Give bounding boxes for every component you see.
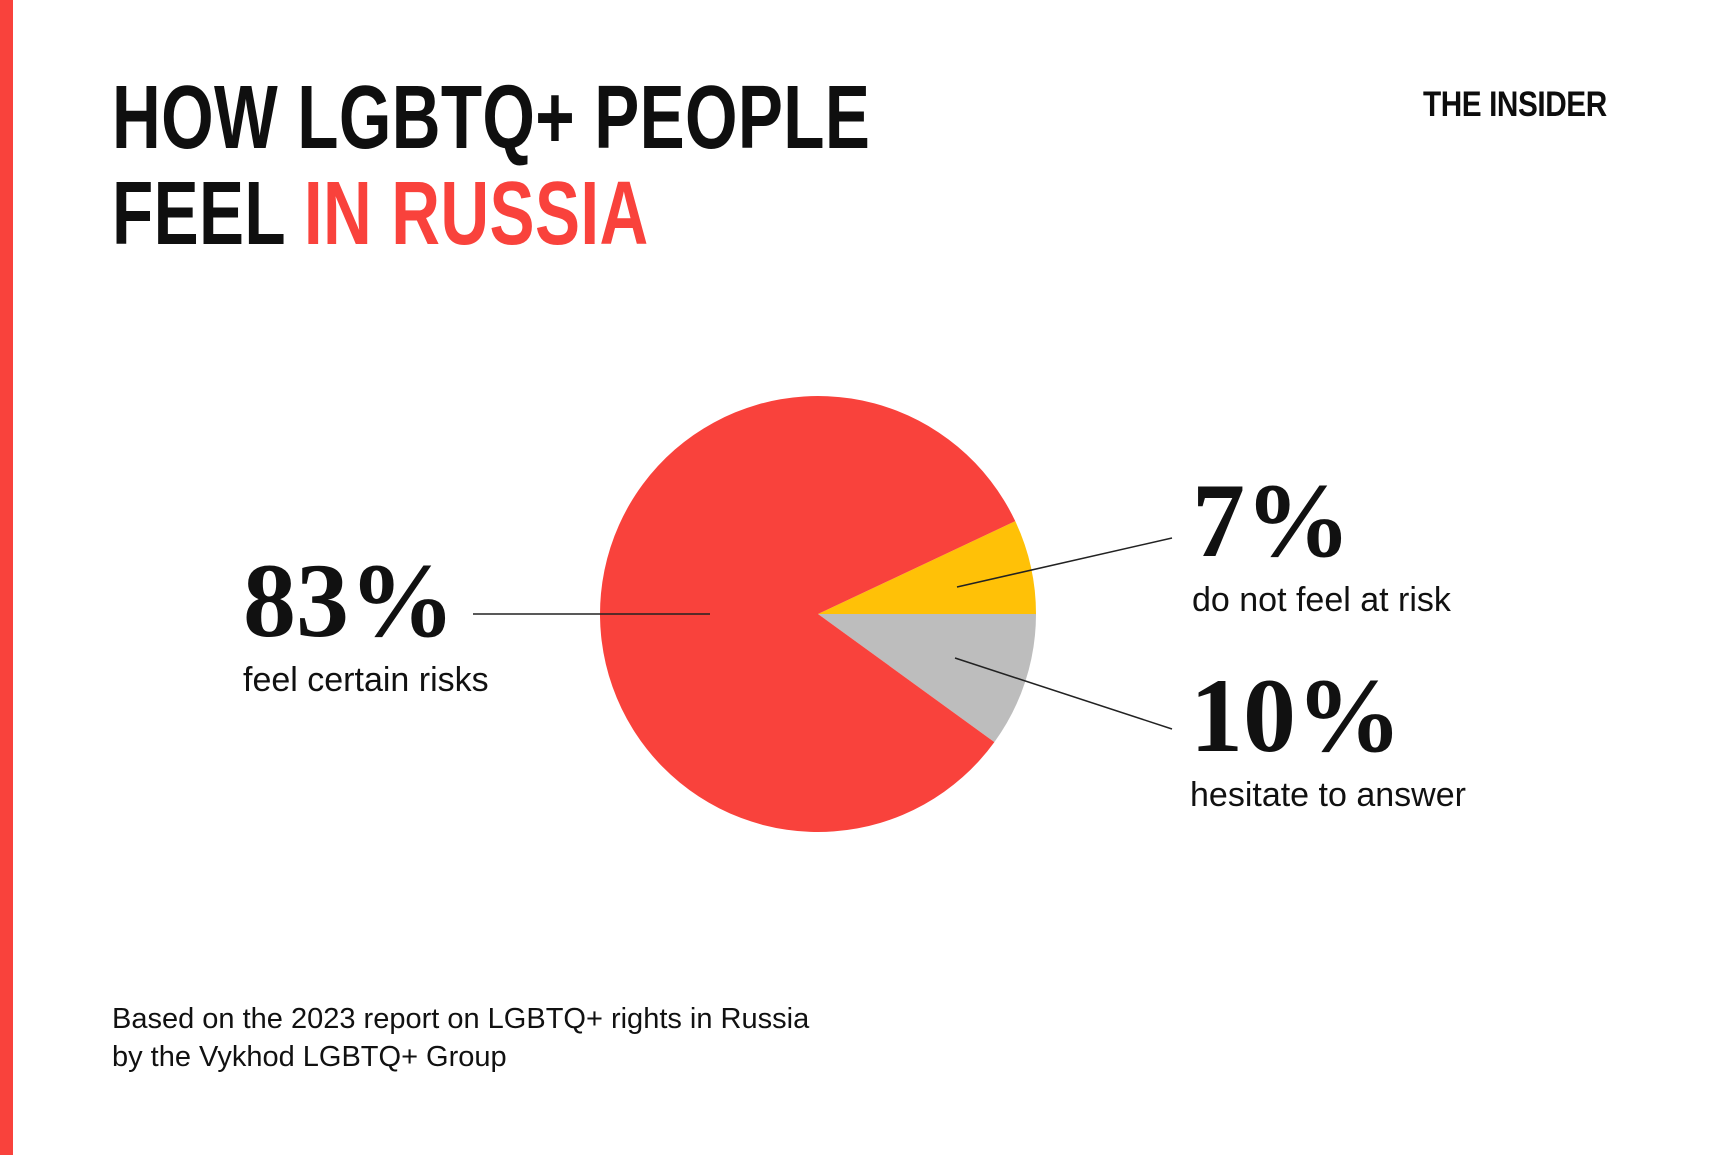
callout-do-not-feel-at-risk: 7% do not feel at risk	[1192, 468, 1451, 621]
left-accent-bar	[0, 0, 13, 1155]
page-title-line2: FEEL IN RUSSIA	[112, 166, 870, 262]
callout-hesitate-to-answer: 10% hesitate to answer	[1190, 663, 1466, 816]
leader-line-1	[956, 537, 1173, 588]
callout-value-7: 7%	[1192, 462, 1351, 579]
callout-label-7: do not feel at risk	[1192, 581, 1451, 619]
page-title: HOW LGBTQ+ PEOPLE FEEL IN RUSSIA	[112, 70, 1123, 262]
callout-label-10: hesitate to answer	[1190, 776, 1466, 814]
source-line2: by the Vykhod LGBTQ+ Group	[112, 1041, 507, 1073]
brand-logo: THE INSIDER	[1423, 85, 1607, 124]
leader-line-2	[954, 657, 1173, 730]
pie-slice-hesitate-to-answer	[818, 614, 1036, 743]
page-title-line2-black: FEEL	[112, 164, 285, 264]
page-title-line2-red: IN RUSSIA	[303, 164, 649, 264]
callout-value-10: 10%	[1190, 657, 1402, 774]
source-line1: Based on the 2023 report on LGBTQ+ right…	[112, 1003, 810, 1035]
source-note: Based on the 2023 report on LGBTQ+ right…	[112, 1000, 809, 1076]
callout-feel-certain-risks: 83% feel certain risks	[243, 548, 489, 701]
callout-value-83: 83%	[243, 542, 455, 659]
pie-slice-feel-certain-risks	[600, 396, 1016, 833]
page-title-line1: HOW LGBTQ+ PEOPLE	[112, 68, 871, 168]
pie-slice-do-not-feel-at-risk	[818, 521, 1036, 614]
callout-label-83: feel certain risks	[243, 661, 489, 699]
